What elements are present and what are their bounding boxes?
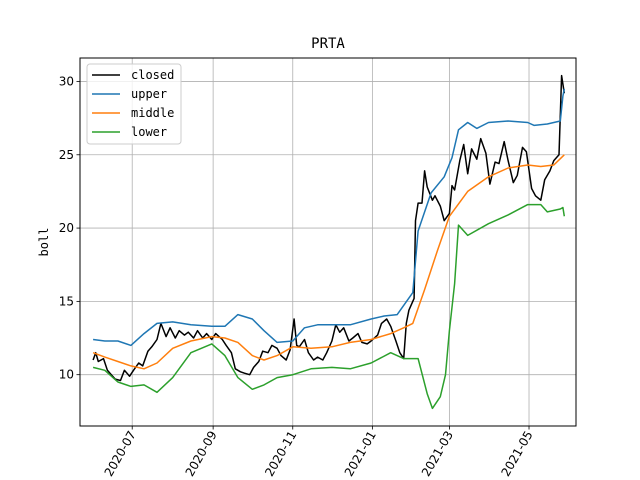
y-tick-label: 30 [59,74,74,88]
y-grid [80,81,576,376]
series-line-lower [92,203,566,410]
plot-frame [79,57,577,427]
y-tick-label: 20 [59,221,74,235]
y-tick-label: 15 [59,294,74,308]
legend-label-middle: middle [131,106,174,120]
chart-title: PRTA [311,36,345,52]
legend-label-lower: lower [131,125,167,139]
legend-box [86,63,182,145]
y-axis-label: boll [37,228,51,257]
series-line-middle [92,154,565,370]
y-axis: 10 15 20 25 30 [59,74,80,382]
y-tick-label: 25 [59,148,74,162]
legend-label-closed: closed [131,68,174,82]
series-line-upper [93,88,566,347]
plot-series [92,74,566,410]
x-grid [131,58,530,426]
legend: closed upper middle lower [86,63,182,145]
legend-label-upper: upper [131,87,167,101]
y-tick-label: 10 [59,368,74,382]
